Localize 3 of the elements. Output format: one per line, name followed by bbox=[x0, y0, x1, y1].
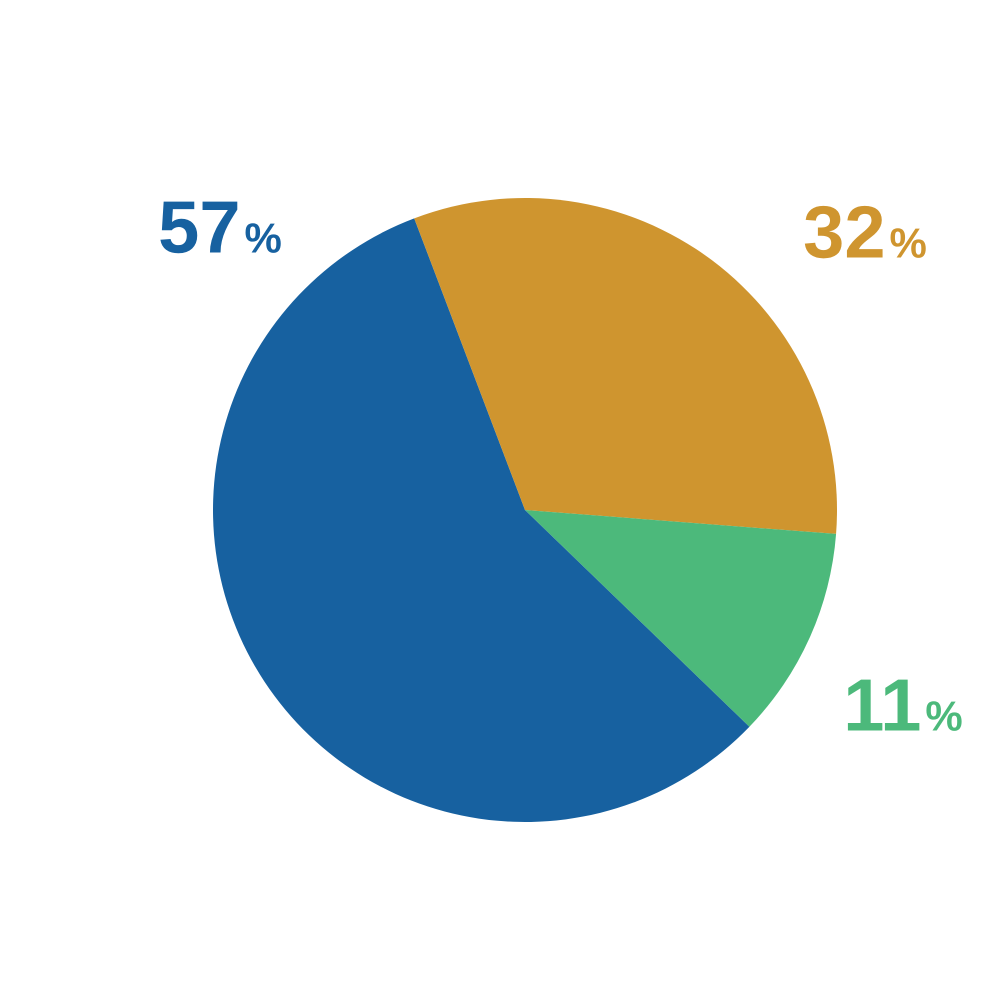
data-label: 57% bbox=[158, 186, 282, 268]
data-label: 32% bbox=[803, 190, 927, 274]
data-label: 11% bbox=[843, 664, 963, 746]
